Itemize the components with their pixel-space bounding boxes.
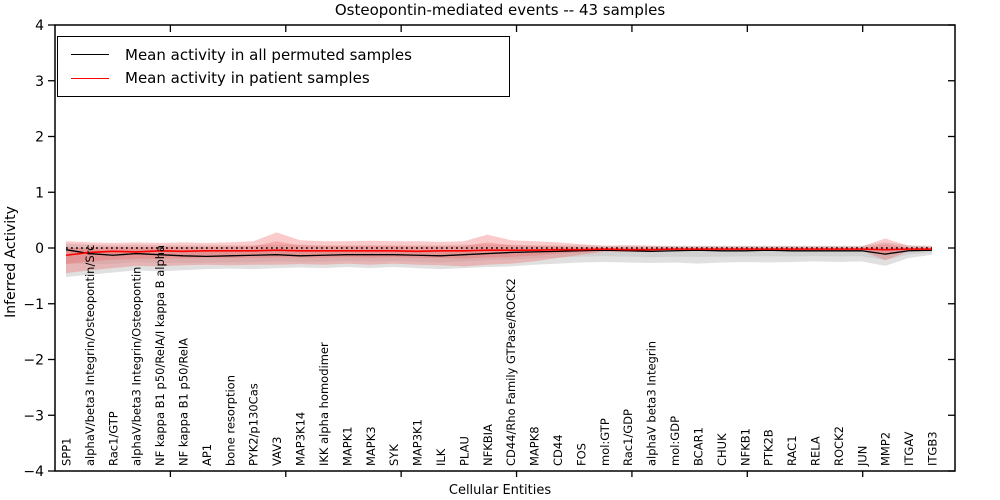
x-category-label: RAC1: [785, 435, 799, 466]
plot-title: Osteopontin-mediated events -- 43 sample…: [334, 1, 666, 19]
x-category-label: CHUK: [715, 433, 729, 466]
x-category-label: NF kappa B1 p50/RelA: [177, 338, 191, 466]
x-category-label: PTK2B: [762, 429, 776, 466]
patient-mean-line: [65, 248, 932, 257]
x-category-label: SYK: [387, 444, 401, 466]
y-tick-label: 4: [35, 18, 44, 34]
x-category-label: CD44: [551, 434, 565, 466]
x-category-label: PLAU: [457, 436, 471, 466]
y-tick-label: −2: [23, 353, 44, 369]
y-tick-label: −1: [23, 297, 44, 313]
permuted-mean-line: [65, 249, 933, 258]
x-category-label: CD44/Rho Family GTPase/ROCK2: [504, 278, 518, 466]
x-category-label: VAV3: [270, 437, 284, 466]
x-axis-label: Cellular Entities: [448, 483, 552, 498]
legend: Mean activity in all permuted samples Me…: [57, 36, 510, 97]
x-category-label: Rac1/GDP: [621, 409, 635, 466]
x-category-label: MAP3K14: [294, 412, 308, 466]
x-category-label: SPP1: [60, 438, 74, 467]
y-tick-label: 2: [35, 130, 44, 146]
x-category-label: ROCK2: [832, 426, 846, 466]
legend-entry-permuted: Mean activity in all permuted samples: [58, 43, 509, 67]
x-category-label: AP1: [200, 444, 214, 466]
x-category-label: NFKB1: [738, 428, 752, 466]
x-category-label: alphaV beta3 Integrin: [645, 341, 659, 466]
legend-label-patient: Mean activity in patient samples: [125, 69, 370, 88]
x-category-label: ITGAV: [902, 432, 916, 466]
x-category-label: bone resorption: [223, 375, 237, 466]
y-tick-label: −4: [23, 464, 44, 480]
permuted-line-swatch: [71, 54, 109, 56]
x-category-label: mol:GDP: [668, 416, 682, 466]
x-category-label: MAP3K1: [411, 419, 425, 466]
x-category-label: mol:GTP: [598, 418, 612, 466]
x-category-label: IKK alpha homodimer: [317, 342, 331, 466]
x-category-label: alphaV/beta3 Integrin/Osteopontin: [130, 267, 144, 466]
y-tick-label: 0: [35, 241, 44, 257]
x-category-label: MAPK8: [528, 426, 542, 466]
x-category-label: RELA: [808, 436, 822, 466]
x-category-label: PYK2/p130Cas: [247, 383, 261, 466]
x-category-label: ILK: [434, 448, 448, 466]
x-category-label: JUN: [855, 446, 869, 467]
x-category-label: Rac1/GTP: [106, 411, 120, 466]
x-category-label: MAPK1: [340, 426, 354, 466]
legend-entry-patient: Mean activity in patient samples: [58, 67, 509, 91]
x-category-label: alphaV/beta3 Integrin/Osteopontin/Src: [83, 245, 97, 466]
x-category-label: MMP2: [879, 432, 893, 466]
x-category-label: FOS: [574, 443, 588, 466]
x-category-label: NF kappa B1 p50/RelA/I kappa B alpha: [153, 245, 167, 466]
y-tick-label: 1: [35, 185, 44, 201]
y-tick-label: −3: [23, 408, 44, 424]
x-category-label: ITGB3: [926, 431, 940, 466]
x-category-label: BCAR1: [691, 427, 705, 466]
x-category-label: MAPK3: [364, 426, 378, 466]
y-tick-label: 3: [35, 74, 44, 90]
x-category-label: NFKBIA: [481, 424, 495, 466]
patient-line-swatch: [71, 77, 109, 79]
legend-label-permuted: Mean activity in all permuted samples: [125, 45, 412, 64]
